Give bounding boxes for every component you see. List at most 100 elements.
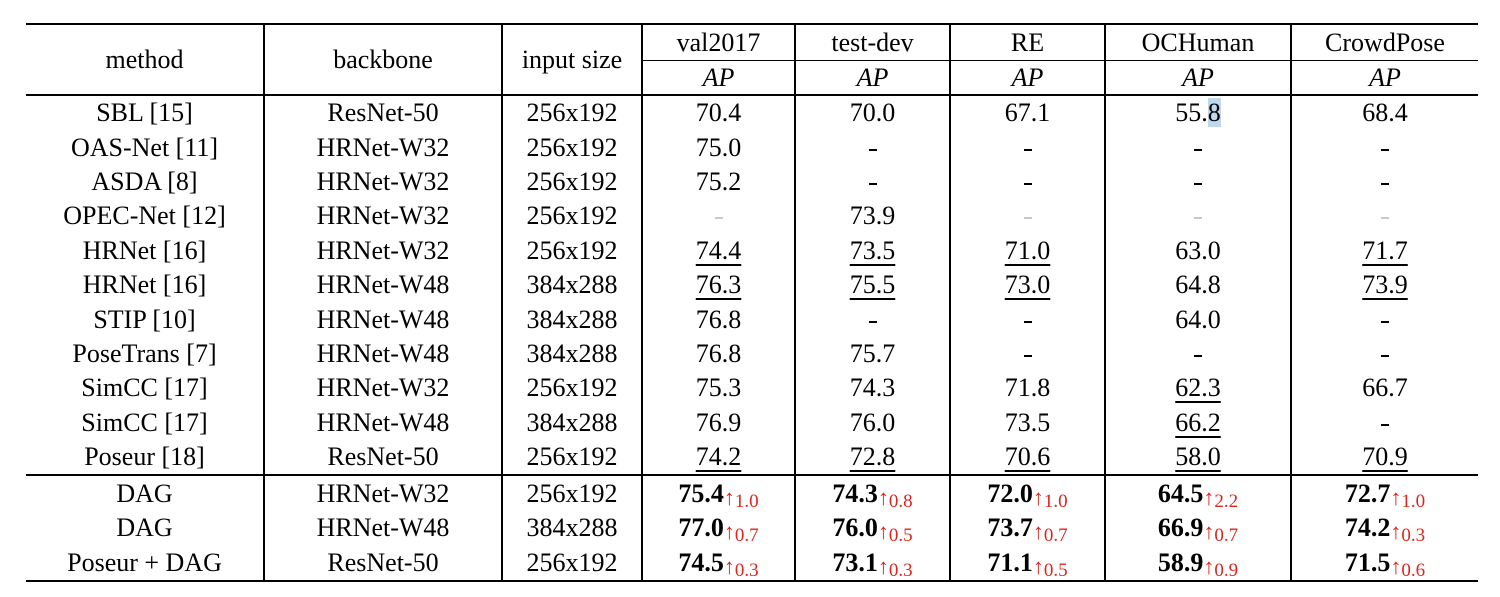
header-metric: AP [642, 60, 796, 95]
ap-cell: 70.4 [642, 93, 796, 131]
dash-mark: - [1194, 354, 1202, 357]
ap-cell: - [1291, 406, 1478, 440]
ap-value: 73.1 [832, 548, 878, 578]
header-dataset: val2017 [642, 23, 796, 61]
ap-cell: 71.5↑0.6 [1291, 545, 1478, 583]
ap-value: 75.7 [849, 338, 896, 368]
header-backbone: backbone [264, 23, 503, 95]
ap-cell: 72.8 [795, 439, 951, 476]
gain-value: 0.7 [1214, 525, 1239, 547]
ap-cell: 68.4 [1291, 93, 1478, 131]
gain-delta: ↑0.3 [878, 556, 913, 581]
ap-value: 63.0 [1175, 235, 1221, 265]
backbone-cell: HRNet-W32 [264, 164, 503, 200]
up-arrow-icon: ↑ [1032, 519, 1044, 545]
gain-value: 0.3 [734, 560, 759, 582]
backbone-cell: HRNet-W32 [264, 130, 503, 165]
ap-cell: 58.0 [1105, 439, 1292, 476]
backbone-cell: ResNet-50 [264, 93, 503, 131]
gain-delta: ↑0.3 [1390, 521, 1426, 547]
gain-delta: ↑0.5 [878, 521, 913, 546]
input-size-cell: 256x192 [502, 545, 643, 583]
backbone-cell: ResNet-50 [264, 545, 503, 583]
input-size-cell: 256x192 [502, 233, 643, 268]
gain-value: 1.0 [1401, 490, 1426, 512]
ap-cell: 74.2 [642, 439, 796, 476]
ap-value: 71.1 [987, 548, 1033, 578]
ap-cell: 70.0 [795, 93, 951, 131]
up-arrow-icon: ↑ [723, 554, 735, 580]
input-size-cell: 256x192 [502, 93, 643, 131]
ap-value: 73.5 [849, 235, 896, 265]
backbone-cell: HRNet-W48 [264, 267, 503, 303]
ap-value: 77.0 [678, 513, 724, 543]
ap-cell: 74.3 [795, 371, 951, 406]
ap-cell: 73.5 [950, 405, 1106, 440]
method-cell: SimCC [17] [26, 405, 265, 440]
method-cell: OPEC-Net [12] [26, 199, 265, 234]
ap-value: 62.3 [1175, 373, 1221, 403]
dash-mark: - [1381, 320, 1389, 323]
gain-delta: ↑1.0 [1390, 486, 1426, 512]
input-size-cell: 384x288 [502, 302, 643, 337]
input-size-cell: 256x192 [502, 130, 643, 165]
ap-cell: 66.9↑0.7 [1105, 510, 1292, 547]
ap-value: 76.9 [695, 407, 742, 437]
gain-value: 2.2 [1214, 490, 1239, 512]
backbone-cell: HRNet-W48 [264, 302, 503, 337]
gain-delta: ↑2.2 [1203, 486, 1239, 512]
ap-cell: 72.0↑1.0 [950, 474, 1106, 511]
ap-cell: 74.5↑0.3 [642, 545, 796, 583]
ap-cell: 63.0 [1105, 233, 1292, 268]
header-metric: AP [795, 60, 951, 95]
gain-value: 0.3 [1401, 525, 1426, 547]
ap-value: 73.0 [1004, 270, 1051, 300]
gain-delta: ↑0.8 [878, 486, 913, 512]
ap-cell: - [950, 336, 1106, 372]
ap-cell: 58.9↑0.9 [1105, 545, 1292, 583]
ap-value: 73.5 [1004, 407, 1051, 437]
ap-cell: 74.2↑0.3 [1291, 511, 1478, 546]
ap-cell: - [642, 199, 796, 234]
input-size-cell: 256x192 [502, 439, 643, 476]
ap-cell: 73.9 [795, 199, 951, 234]
header-metric: AP [950, 60, 1106, 95]
ap-cell: - [950, 164, 1106, 200]
ap-cell: - [1291, 130, 1478, 164]
ap-value: 64.8 [1175, 270, 1221, 300]
ap-value: 71.5 [1344, 548, 1391, 578]
ap-value: 58.0 [1175, 442, 1221, 472]
gain-delta: ↑0.5 [1033, 556, 1068, 581]
ap-cell: 75.4↑1.0 [642, 474, 796, 512]
ap-cell: 70.6 [950, 439, 1106, 476]
highlighted-digit: 8 [1207, 98, 1221, 128]
dash-mark: - [1023, 183, 1032, 185]
ap-value: 70.4 [695, 98, 742, 128]
ap-cell: 71.0 [950, 233, 1106, 268]
dash-mark: - [1194, 148, 1202, 151]
gain-value: 1.0 [734, 490, 759, 512]
header-dataset: CrowdPose [1291, 23, 1478, 61]
ap-value: 74.3 [832, 478, 878, 508]
ap-cell: 64.0 [1105, 302, 1292, 337]
header-dataset: OCHuman [1105, 23, 1292, 61]
gain-value: 0.7 [734, 525, 759, 547]
dash-mark: - [1381, 217, 1389, 220]
ap-cell: 75.7 [795, 336, 951, 372]
input-size-cell: 384x288 [502, 405, 643, 440]
ap-value: 70.9 [1362, 442, 1408, 472]
gain-value: 0.6 [1401, 560, 1426, 582]
backbone-cell: HRNet-W32 [264, 199, 503, 234]
header-metric: AP [1105, 60, 1292, 95]
results-table: method backbone input size val2017 test-… [26, 23, 1478, 583]
ap-value: 64.5 [1157, 478, 1204, 508]
ap-cell: - [950, 130, 1106, 165]
ap-value: 70.6 [1004, 442, 1051, 472]
input-size-cell: 256x192 [502, 371, 643, 406]
ap-cell: - [1291, 165, 1478, 199]
ap-cell: - [1105, 336, 1292, 372]
